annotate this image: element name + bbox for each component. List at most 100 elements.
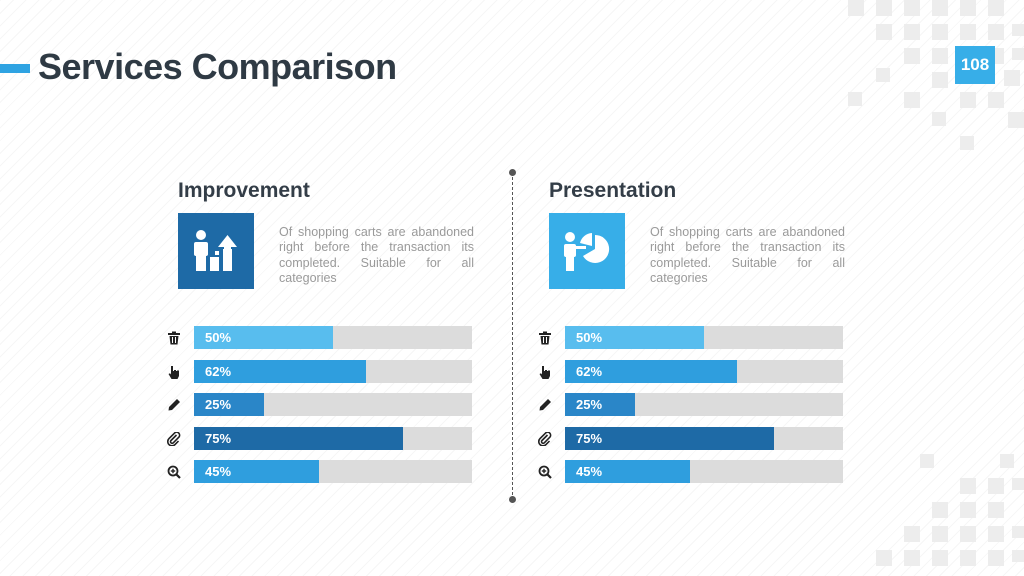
progress-bars: 50% 62% 25% 75% 45%	[166, 326, 476, 494]
bar-value-label: 50%	[576, 330, 603, 345]
panel-heading: Improvement	[178, 179, 310, 202]
bar-row: 62%	[537, 359, 847, 383]
title-accent-bar	[0, 64, 30, 73]
bar-track: 62%	[194, 359, 472, 383]
decorative-square	[988, 502, 1004, 518]
divider-bottom-dot	[509, 496, 516, 503]
decorative-square	[932, 24, 948, 40]
decorative-square	[988, 24, 1004, 40]
zoom-in-icon	[166, 464, 182, 480]
decorative-square	[960, 526, 976, 542]
decorative-square	[904, 24, 920, 40]
bar-row: 50%	[537, 326, 847, 349]
bar-fill: 45%	[565, 460, 691, 483]
bar-value-label: 62%	[576, 363, 603, 379]
decorative-square	[932, 48, 948, 64]
decorative-square	[960, 502, 976, 518]
decorative-square	[988, 526, 1004, 542]
bar-fill: 62%	[194, 359, 367, 383]
bar-fill: 25%	[565, 393, 635, 416]
bar-row: 62%	[166, 359, 476, 383]
page-number-badge: 108	[955, 46, 995, 84]
bar-row: 45%	[537, 460, 847, 483]
decorative-square	[960, 550, 976, 566]
bar-track: 45%	[194, 460, 472, 483]
decorative-square	[1004, 70, 1020, 86]
presenter-pie-chart-icon	[549, 213, 625, 289]
decorative-square	[904, 0, 920, 16]
decorative-square	[904, 550, 920, 566]
decorative-square	[988, 0, 1004, 16]
pointer-hand-icon	[166, 364, 182, 380]
paperclip-icon	[166, 431, 182, 447]
decorative-square	[932, 0, 948, 16]
bar-row: 25%	[166, 393, 476, 416]
bar-fill: 75%	[194, 426, 403, 450]
decorative-square	[904, 48, 920, 64]
bar-track: 75%	[565, 426, 843, 450]
bar-row: 25%	[537, 393, 847, 416]
bar-row: 45%	[166, 460, 476, 483]
bar-value-label: 75%	[576, 430, 603, 446]
decorative-square	[1000, 454, 1014, 468]
bar-fill: 75%	[565, 426, 774, 450]
bar-row: 75%	[166, 426, 476, 450]
decorative-square	[932, 72, 948, 88]
decorative-square	[920, 454, 934, 468]
decorative-square	[1012, 24, 1024, 36]
panel-description: Of shopping carts are abandoned right be…	[279, 225, 474, 285]
bar-fill: 62%	[565, 359, 738, 383]
bar-track: 62%	[565, 359, 843, 383]
person-growth-chart-icon	[178, 213, 254, 289]
bar-track: 25%	[194, 393, 472, 416]
bar-fill: 50%	[194, 326, 333, 349]
bar-value-label: 25%	[205, 397, 232, 412]
decorative-square	[960, 92, 976, 108]
decorative-square	[1012, 550, 1024, 562]
bar-track: 50%	[194, 326, 472, 349]
decorative-square	[1008, 112, 1024, 128]
bar-value-label: 75%	[205, 430, 232, 446]
panel-heading: Presentation	[549, 179, 677, 202]
decorative-square	[932, 526, 948, 542]
bar-value-label: 45%	[576, 464, 603, 479]
pencil-icon	[537, 397, 553, 413]
divider-top-dot	[509, 169, 516, 176]
decorative-square	[960, 24, 976, 40]
paperclip-icon	[537, 431, 553, 447]
decorative-square	[904, 526, 920, 542]
decorative-square	[960, 0, 976, 16]
decorative-square	[960, 136, 974, 150]
bar-track: 50%	[565, 326, 843, 349]
bar-track: 25%	[565, 393, 843, 416]
decorative-square	[876, 24, 892, 40]
decorative-square	[876, 0, 892, 16]
bar-fill: 45%	[194, 460, 320, 483]
bar-track: 45%	[565, 460, 843, 483]
decorative-square	[1012, 526, 1024, 538]
bar-value-label: 50%	[205, 330, 232, 345]
bar-fill: 25%	[194, 393, 264, 416]
zoom-in-icon	[537, 464, 553, 480]
decorative-square	[988, 92, 1004, 108]
decorative-square	[932, 502, 948, 518]
decorative-square	[1012, 48, 1024, 60]
page-title: Services Comparison	[38, 46, 397, 87]
decorative-square	[1012, 478, 1024, 490]
decorative-square	[932, 112, 946, 126]
decorative-square	[904, 92, 920, 108]
progress-bars: 50% 62% 25% 75% 45%	[537, 326, 847, 494]
trash-icon	[537, 330, 553, 346]
decorative-square	[848, 92, 862, 106]
decorative-square	[876, 550, 892, 566]
panel-description: Of shopping carts are abandoned right be…	[650, 225, 845, 285]
pointer-hand-icon	[537, 364, 553, 380]
bar-track: 75%	[194, 426, 472, 450]
panel-improvement: Improvement Of shopping carts are abando…	[167, 172, 478, 502]
bar-value-label: 25%	[576, 397, 603, 412]
pencil-icon	[166, 397, 182, 413]
trash-icon	[166, 330, 182, 346]
bar-row: 50%	[166, 326, 476, 349]
bar-row: 75%	[537, 426, 847, 450]
panel-presentation: Presentation Of shopping carts are aband…	[538, 172, 849, 502]
